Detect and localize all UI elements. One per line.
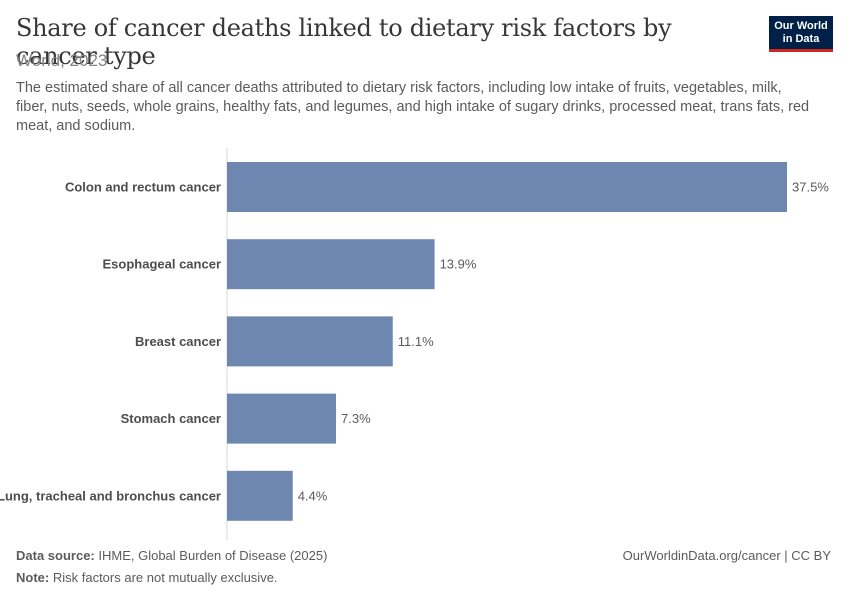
- bar[interactable]: [227, 239, 435, 290]
- chart-description: The estimated share of all cancer deaths…: [16, 80, 810, 134]
- owid-logo[interactable]: Our World in Data: [769, 16, 833, 52]
- data-source-text[interactable]: IHME, Global Burden of Disease (2025): [98, 548, 328, 563]
- value-label: 4.4%: [298, 488, 328, 503]
- bar[interactable]: [227, 162, 787, 212]
- chart-subtitle: World, 2023: [16, 51, 108, 70]
- credit-link[interactable]: OurWorldinData.org/cancer | CC BY: [622, 548, 831, 563]
- category-label: Lung, tracheal and bronchus cancer: [0, 488, 221, 503]
- bar[interactable]: [227, 470, 293, 521]
- category-label: Esophageal cancer: [103, 257, 222, 272]
- category-label: Breast cancer: [135, 334, 221, 349]
- bar[interactable]: [227, 393, 337, 444]
- note-text: Risk factors are not mutually exclusive.: [52, 570, 278, 585]
- chart-note: Note: Risk factors are not mutually excl…: [16, 570, 278, 585]
- chart-title: Share of cancer deaths linked to dietary…: [16, 14, 672, 70]
- bar[interactable]: [227, 316, 393, 367]
- category-label: Colon and rectum cancer: [65, 180, 221, 195]
- data-source-label: Data source:: [16, 548, 95, 563]
- logo-text: Our World in Data: [774, 19, 828, 45]
- value-label: 7.3%: [341, 411, 371, 426]
- value-label: 13.9%: [440, 257, 477, 272]
- note-label: Note:: [16, 570, 50, 585]
- value-label: 37.5%: [792, 180, 829, 195]
- value-label: 11.1%: [398, 334, 434, 349]
- bar-chart: Colon and rectum cancer 37.5% Esophageal c…: [0, 148, 829, 540]
- data-source: Data source: IHME, Global Burden of Dise…: [16, 548, 327, 563]
- category-label: Stomach cancer: [121, 411, 221, 426]
